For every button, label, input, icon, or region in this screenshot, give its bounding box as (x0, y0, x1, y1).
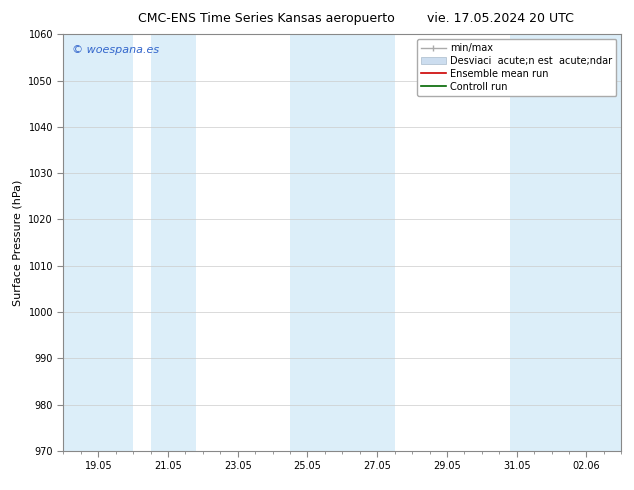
Y-axis label: Surface Pressure (hPa): Surface Pressure (hPa) (13, 179, 23, 306)
Text: CMC-ENS Time Series Kansas aeropuerto: CMC-ENS Time Series Kansas aeropuerto (138, 12, 394, 25)
Bar (290, 34, 394, 451)
Legend: min/max, Desviaci  acute;n est  acute;ndar, Ensemble mean run, Controll run: min/max, Desviaci acute;n est acute;ndar… (417, 39, 616, 96)
Bar (63, 34, 133, 451)
Text: © woespana.es: © woespana.es (72, 45, 159, 55)
Text: vie. 17.05.2024 20 UTC: vie. 17.05.2024 20 UTC (427, 12, 574, 25)
Bar (150, 34, 196, 451)
Bar (510, 34, 621, 451)
